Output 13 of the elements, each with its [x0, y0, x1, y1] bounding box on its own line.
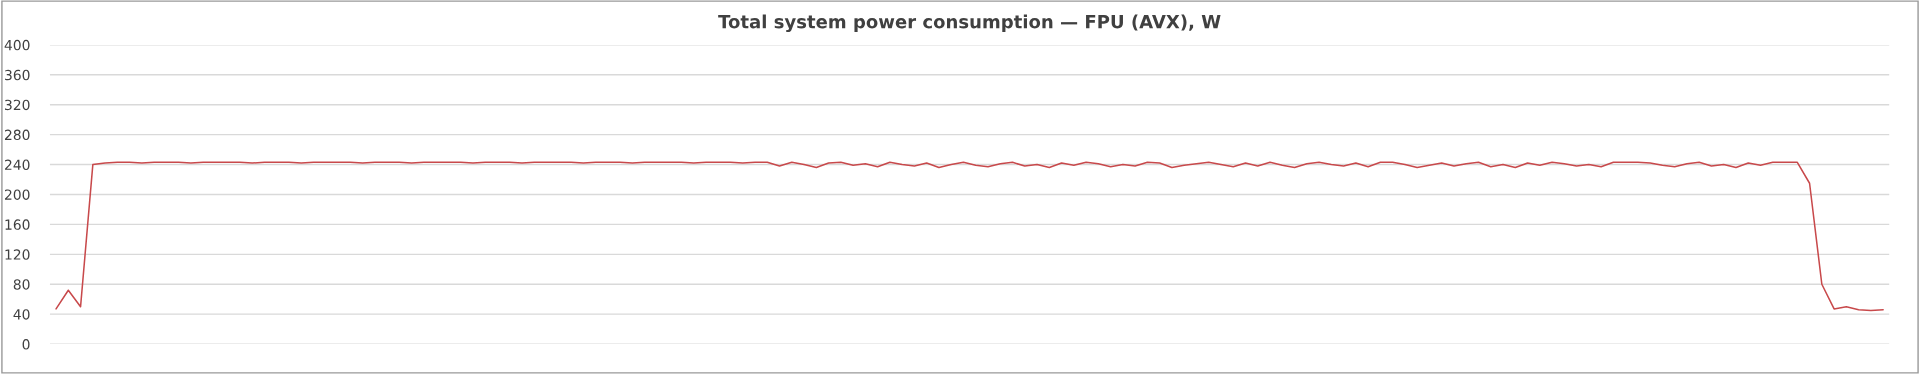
y-tick-label: 80 — [13, 279, 30, 290]
y-tick-label: 0 — [22, 339, 30, 350]
y-tick-label: 200 — [4, 189, 30, 200]
y-tick-label: 360 — [5, 69, 30, 81]
y-tick-label: 160 — [5, 219, 30, 230]
y-tick-label: 40 — [13, 309, 30, 320]
line-series — [55, 161, 1884, 312]
y-tick-label: 280 — [4, 129, 30, 141]
y-tick-label: 120 — [5, 249, 30, 260]
y-tick-label: 400 — [4, 39, 30, 51]
chart-title: Total system power consumption — FPU (AVX), W — [718, 14, 1221, 33]
y-tick-label: 320 — [5, 99, 30, 111]
y-tick-label: 240 — [4, 159, 30, 171]
